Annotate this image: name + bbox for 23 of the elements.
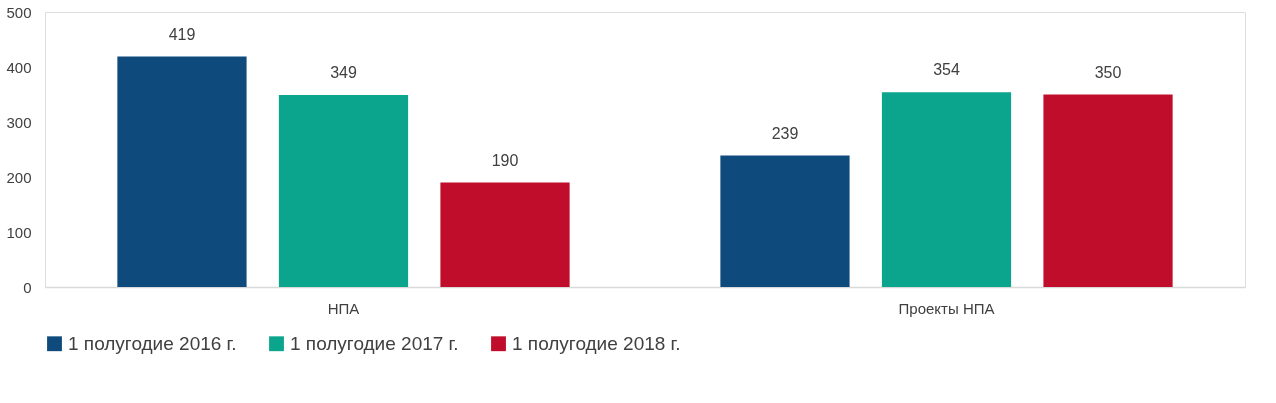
legend-label: 1 полугодие 2016 г. [68,332,237,354]
y-tick-label: 500 [6,3,32,21]
data-label: 239 [771,124,799,142]
bar [117,56,247,287]
data-label: 190 [491,151,519,169]
data-label: 354 [933,61,960,79]
bar [1043,94,1173,287]
y-tick-label: 200 [6,168,32,186]
data-label: 349 [330,64,357,82]
bar [720,155,850,287]
bar [881,92,1012,287]
data-label: 419 [168,25,196,43]
x-tick-label: НПА [327,299,360,317]
data-label: 350 [1094,63,1122,81]
y-tick-label: 300 [6,113,32,131]
bar [278,95,409,287]
legend-label: 1 полугодие 2018 г. [512,332,681,354]
y-tick-label: 400 [6,58,32,76]
legend-label: 1 полугодие 2017 г. [290,332,459,354]
y-tick-label: 0 [23,278,32,296]
y-tick-label: 100 [6,223,32,241]
bar [440,182,570,287]
x-tick-label: Проекты НПА [898,299,995,317]
